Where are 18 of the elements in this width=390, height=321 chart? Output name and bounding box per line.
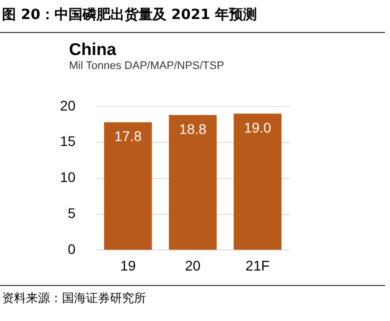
bar: [104, 122, 152, 250]
y-tick-label: 10: [60, 169, 76, 186]
y-tick-label: 15: [60, 133, 76, 150]
x-tick-label: 21F: [246, 257, 270, 274]
chart-title: 图 20：中国磷肥出货量及 2021 年预测: [2, 6, 258, 24]
data-label: 17.8: [114, 128, 142, 144]
data-label: 19.0: [244, 119, 272, 136]
y-axis-title: Mil Tonnes DAP/MAP/NPS/TSP: [69, 60, 224, 72]
y-tick-label: 5: [68, 205, 76, 222]
bar: [234, 114, 282, 250]
y-tick-label: 0: [68, 241, 76, 258]
chart-subtitle: China: [69, 40, 116, 60]
data-label: 18.8: [179, 120, 207, 137]
x-tick-label: 19: [120, 257, 136, 274]
text: 资料来源：国海证券研究所: [2, 290, 146, 307]
x-tick-label: 20: [184, 257, 201, 274]
bar: [168, 115, 217, 250]
y-tick-label: 20: [60, 97, 76, 114]
